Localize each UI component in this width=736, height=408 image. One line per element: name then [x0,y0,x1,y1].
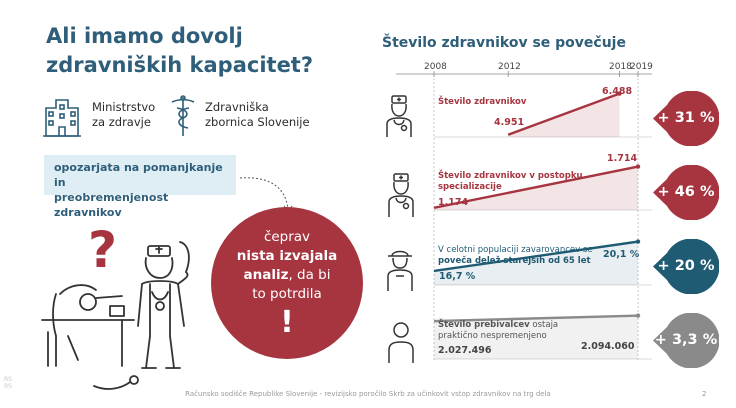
person-icon [388,322,414,363]
change-badge-prebivalci: + 3,3 % [653,313,719,368]
young-doctor-icon [388,173,414,217]
x-tick-2008: 2008 [424,62,447,72]
x-tick-2019: 2019 [630,62,653,72]
side-watermark: RS RS [4,376,12,390]
data-label-1174: 1.174 [438,197,469,208]
series-point-end-2 [635,239,641,244]
doctor-icon [386,95,412,137]
series-label-zdravniki: Število zdravnikov [438,97,527,107]
series-label-prebivalci: Število prebivalcev ostaja praktično nes… [438,320,559,341]
series-area-2 [434,241,638,285]
question-mark: ? [88,221,118,279]
x-tick-2018: 2018 [609,62,632,72]
series-point-end-1 [635,164,641,169]
elderly-person-icon [387,250,413,291]
page-number: 2 [702,390,707,398]
data-label-6488: 6.488 [602,86,633,97]
series-line-0 [507,92,620,136]
change-badge-specializanti: + 46 % [653,165,719,220]
org-ministrstvo: Ministrstvo za zdravje [92,100,156,129]
series-point-end-3 [635,313,641,318]
series-label-specializanti: Število zdravnikov v postopku specializa… [438,171,583,192]
data-label-2094060: 2.094.060 [581,341,635,352]
data-label-4951: 4.951 [494,117,525,128]
conclusion-circle: čeprav nista izvajala analiz, da bi to p… [211,207,363,359]
series-label-starejsi: V celotni populaciji zavarovancev se pov… [438,245,593,266]
org-zbornica: Zdravniška zbornica Slovenije [205,100,310,129]
data-label-1714: 1.714 [607,153,638,164]
caduceus-icon [171,95,195,136]
series-line-3 [433,314,639,323]
series-area-3 [434,315,638,359]
building-icon [43,99,81,137]
note-box: opozarjata na pomanjkanje in preobremenj… [44,155,236,219]
data-label-20-1: 20,1 % [603,249,640,260]
footer-text: Računsko sodišče Republike Slovenije - r… [185,390,551,398]
series-point-end-0 [617,91,622,96]
change-badge-zdravniki: + 31 % [653,91,719,146]
page-title-line2: zdravniških kapacitet? [46,53,314,77]
series-line-1 [433,165,639,210]
data-label-16-7: 16,7 % [439,271,476,282]
page-title-line1: Ali imamo dovolj [46,24,243,48]
chart-title: Število zdravnikov se povečuje [382,35,626,51]
doctors-illustration [41,241,190,390]
change-badge-starejsi: + 20 % [653,239,719,294]
page-title: Ali imamo dovolj zdravniških kapacitet? [46,22,346,80]
x-tick-2012: 2012 [498,62,521,72]
series-line-2 [433,240,639,273]
data-label-2027496: 2.027.496 [438,345,492,356]
exclamation-mark: ! [280,305,294,340]
